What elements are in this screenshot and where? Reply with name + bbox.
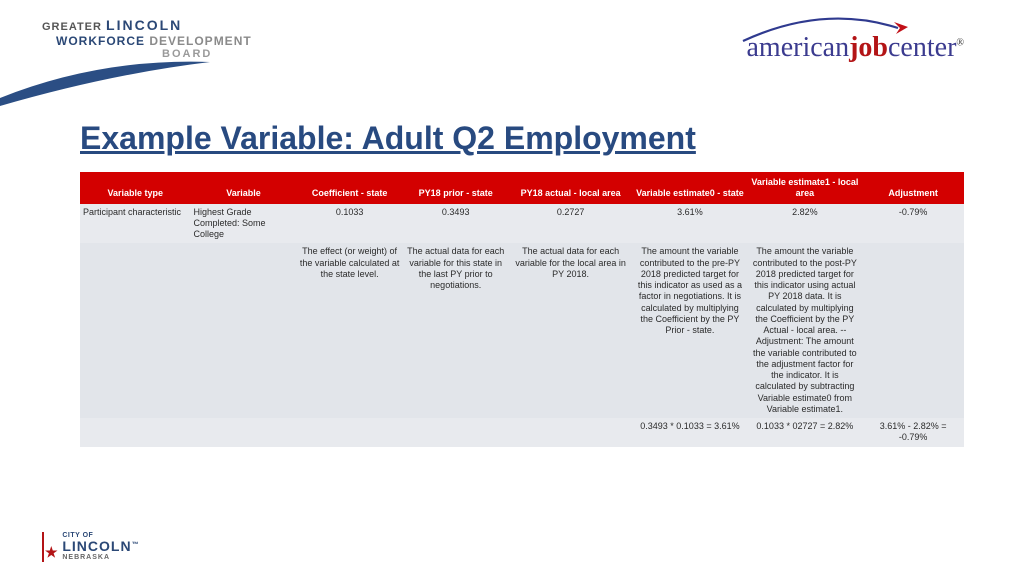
red-bar [42,532,44,562]
td: The amount the variable contributed to t… [632,243,747,418]
td: Highest Grade Completed: Some College [191,204,297,244]
td: The actual data for each variable for th… [403,243,509,418]
td [862,243,964,418]
td [509,418,633,447]
table-row: 0.3493 * 0.1033 = 3.61% 0.1033 * 02727 =… [80,418,964,447]
tm: ™ [132,542,139,549]
brand-development: DEVELOPMENT [149,34,251,48]
ajc-reg: ® [956,38,964,49]
td [80,418,191,447]
td: 3.61% - 2.82% = -0.79% [862,418,964,447]
th-2: Coefficient - state [297,172,403,204]
th-1: Variable [191,172,297,204]
th-3: PY18 prior - state [403,172,509,204]
th-5: Variable estimate0 - state [632,172,747,204]
bottom-nebraska: NEBRASKA [62,554,138,561]
table-row: The effect (or weight) of the variable c… [80,243,964,418]
page-title: Example Variable: Adult Q2 Employment [80,120,696,157]
td [191,243,297,418]
table-header-row: Variable type Variable Coefficient - sta… [80,172,964,204]
td: The actual data for each variable for th… [509,243,633,418]
data-table-wrap: Variable type Variable Coefficient - sta… [80,172,964,447]
data-table: Variable type Variable Coefficient - sta… [80,172,964,447]
td: -0.79% [862,204,964,244]
logo-american-job-center: americanjobcenter® [747,32,965,64]
td: 3.61% [632,204,747,244]
td [80,243,191,418]
th-6: Variable estimate1 - local area [747,172,862,204]
td: 0.2727 [509,204,633,244]
logo-city-of-lincoln: ★ CITY OF LINCOLN™ NEBRASKA [42,532,139,562]
brand-workforce: WORKFORCE [56,34,145,48]
td: Participant characteristic [80,204,191,244]
td: 0.1033 * 02727 = 2.82% [747,418,862,447]
td: The effect (or weight) of the variable c… [297,243,403,418]
td: 0.3493 * 0.1033 = 3.61% [632,418,747,447]
td [297,418,403,447]
td [191,418,297,447]
star-icon: ★ [45,545,58,559]
logo-greater-lincoln: GREATER LINCOLN WORKFORCE DEVELOPMENT BO… [42,18,252,60]
brand-lincoln: LINCOLN [106,17,182,33]
arc-graphic [738,16,908,46]
table-row: Participant characteristic Highest Grade… [80,204,964,244]
td: The amount the variable contributed to t… [747,243,862,418]
bottom-lincoln: LINCOLN [62,538,131,554]
td [403,418,509,447]
td: 0.3493 [403,204,509,244]
th-4: PY18 actual - local area [509,172,633,204]
td: 0.1033 [297,204,403,244]
td: 2.82% [747,204,862,244]
swoosh-graphic [0,58,220,108]
slide: GREATER LINCOLN WORKFORCE DEVELOPMENT BO… [0,0,1024,576]
th-7: Adjustment [862,172,964,204]
th-0: Variable type [80,172,191,204]
brand-greater: GREATER [42,21,102,33]
